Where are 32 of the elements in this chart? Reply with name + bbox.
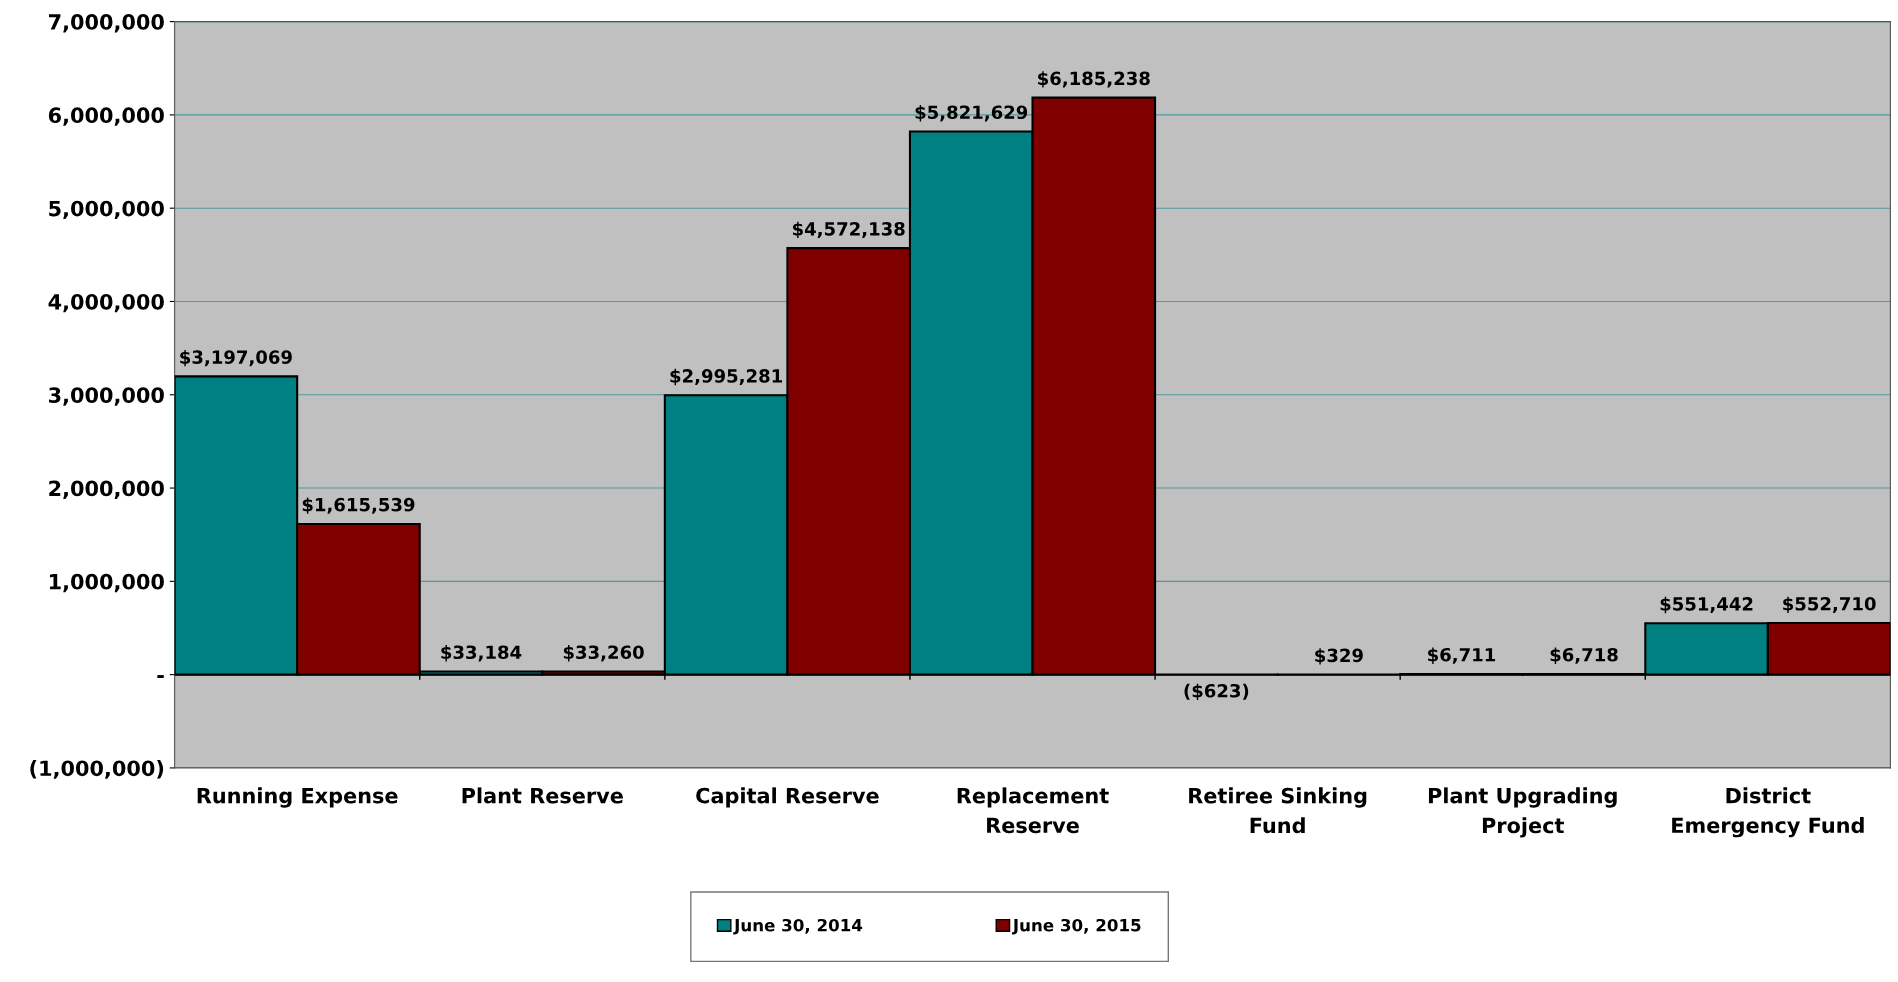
x-tick-label: Running Expense: [197, 787, 398, 808]
data-label: $5,821,629: [915, 105, 1028, 122]
data-label: $33,260: [563, 645, 644, 662]
legend-label: June 30, 2014: [733, 918, 863, 935]
x-tick-label: Plant Upgrading Project: [1428, 787, 1617, 838]
data-label: $329: [1315, 648, 1363, 665]
x-tick-label: District Emergency Fund: [1672, 787, 1864, 838]
x-tick-label: Plant Reserve: [462, 787, 623, 804]
y-tick-label: 7,000,000: [48, 14, 164, 33]
y-tick-label: 5,000,000: [49, 200, 164, 220]
y-tick-label: 3,000,000: [48, 387, 164, 406]
data-label: $3,197,069: [180, 349, 292, 367]
data-label: $1,615,539: [302, 497, 415, 514]
y-tick-label: 2,000,000: [49, 480, 164, 499]
x-tick-label: Capital Reserve: [696, 787, 879, 808]
data-label: ($623): [1184, 683, 1249, 701]
y-tick-label: 1,000,000: [49, 573, 164, 593]
legend-label: June 30, 2015: [1011, 918, 1141, 935]
data-label: $4,572,138: [792, 221, 905, 239]
y-tick-label: (1,000,000): [30, 760, 164, 779]
data-label: $33,184: [441, 645, 522, 662]
y-tick-label: 4,000,000: [48, 293, 164, 313]
data-label: $552,710: [1783, 596, 1876, 614]
x-tick-label: Replacement Reserve: [957, 787, 1109, 834]
data-label: $6,185,238: [1038, 71, 1150, 88]
y-tick-label: -: [157, 675, 164, 679]
data-label: $2,995,281: [670, 368, 782, 386]
y-tick-label: 6,000,000: [48, 107, 164, 126]
data-label: $551,442: [1660, 596, 1753, 614]
x-tick-label: Retiree Sinking Fund: [1189, 787, 1367, 834]
data-label: $6,711: [1428, 647, 1496, 664]
data-label: $6,718: [1550, 647, 1618, 664]
